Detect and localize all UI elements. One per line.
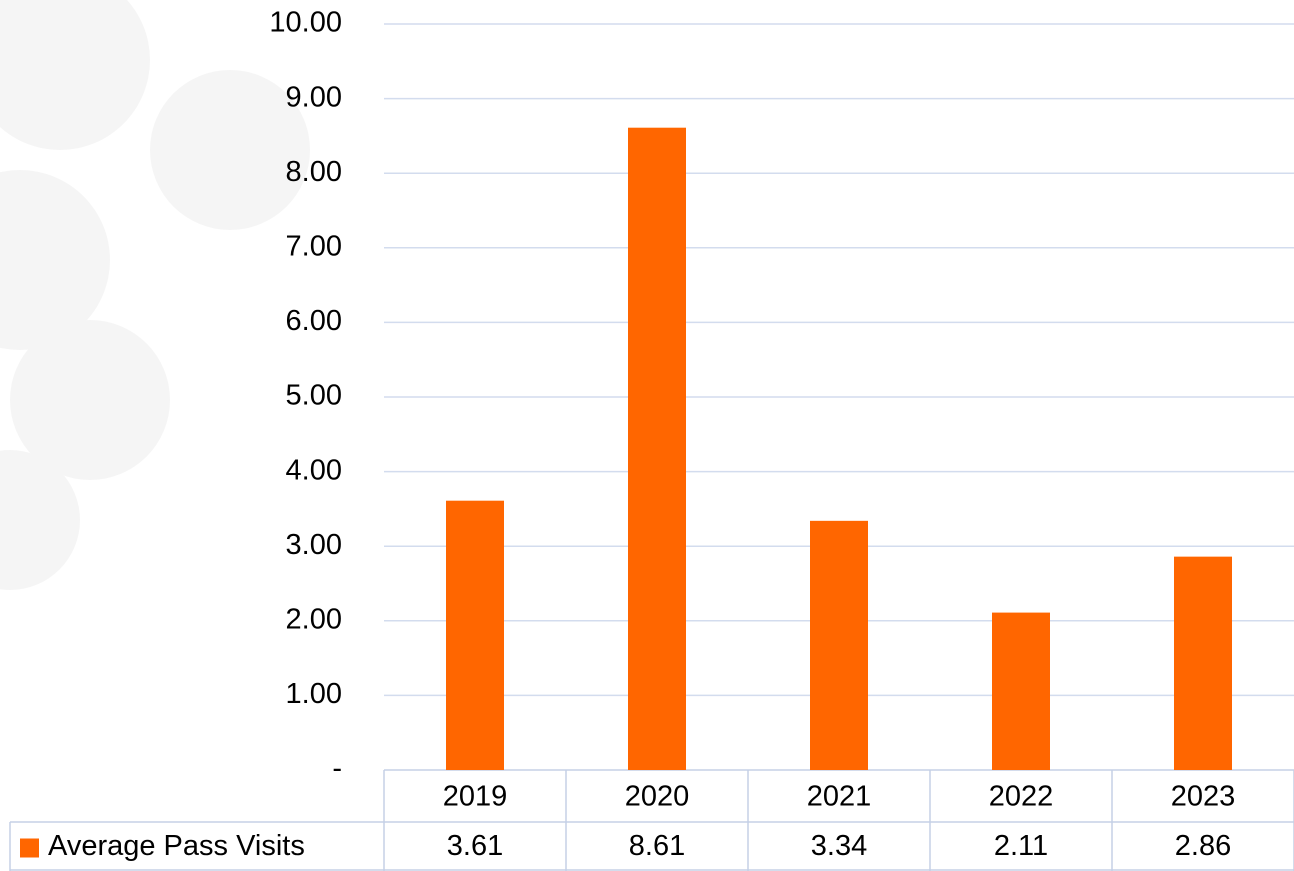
background-pattern: [0, 0, 310, 590]
y-tick-label: 6.00: [286, 305, 342, 337]
y-tick-label: 1.00: [286, 678, 342, 710]
y-tick-label: 2.00: [286, 603, 342, 635]
y-tick-label: 10.00: [269, 7, 342, 39]
y-tick-label: 8.00: [286, 156, 342, 188]
bar: [992, 612, 1050, 770]
table-value: 2.86: [1175, 830, 1231, 862]
bar: [1174, 556, 1232, 770]
bar: [446, 500, 504, 770]
y-tick-label: 7.00: [286, 230, 342, 262]
y-tick-label: 4.00: [286, 454, 342, 486]
y-tick-label: -: [332, 753, 342, 785]
legend-swatch: [20, 838, 39, 858]
x-tick-label: 2020: [625, 781, 690, 813]
x-tick-label: 2022: [989, 781, 1054, 813]
x-tick-label: 2023: [1171, 781, 1236, 813]
table-value: 3.61: [447, 830, 503, 862]
y-tick-label: 5.00: [286, 380, 342, 412]
x-tick-label: 2021: [807, 781, 872, 813]
y-tick-label: 3.00: [286, 529, 342, 561]
bar: [810, 520, 868, 770]
x-tick-label: 2019: [443, 781, 508, 813]
bar: [628, 127, 686, 771]
y-tick-label: 9.00: [286, 81, 342, 113]
table-value: 3.34: [811, 830, 867, 862]
table-value: 8.61: [629, 830, 685, 862]
legend-label: Average Pass Visits: [48, 830, 305, 862]
table-value: 2.11: [994, 830, 1048, 862]
